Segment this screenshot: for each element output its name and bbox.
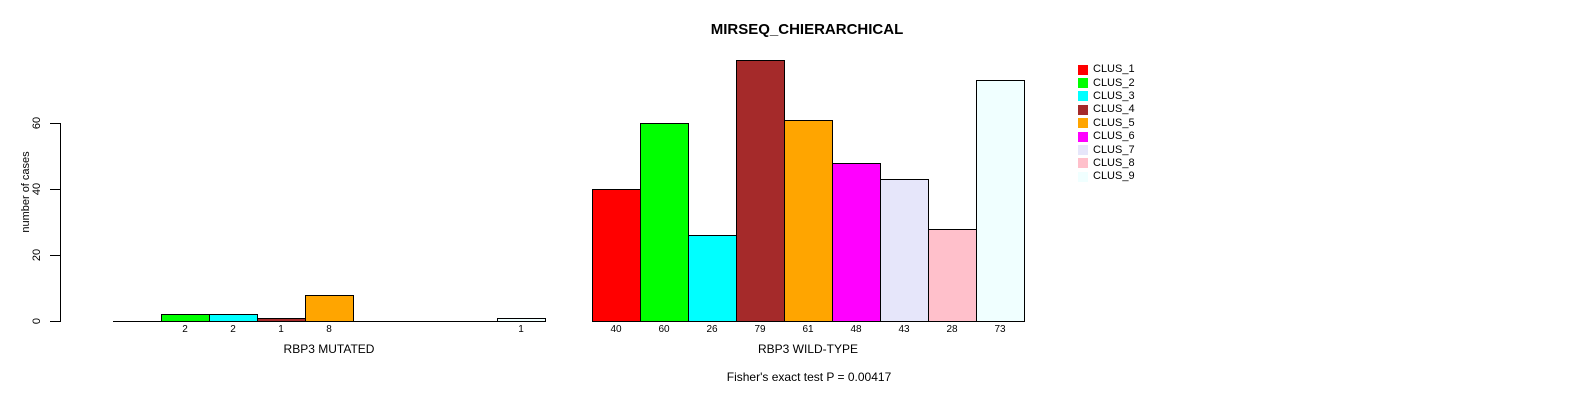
legend-swatch (1078, 158, 1088, 169)
bar-value-label: 48 (850, 324, 862, 335)
legend-row: CLUS_8 (1078, 157, 1135, 170)
legend-label: CLUS_5 (1093, 116, 1135, 129)
bar (928, 228, 977, 322)
legend-label: CLUS_4 (1093, 103, 1135, 116)
legend-row: CLUS_6 (1078, 130, 1135, 143)
bar (305, 294, 354, 322)
legend-swatch (1078, 64, 1088, 75)
bar (784, 119, 833, 322)
legend-label: CLUS_6 (1093, 130, 1135, 143)
bar (832, 162, 881, 322)
chart-title: MIRSEQ_CHIERARCHICAL (710, 21, 904, 38)
legend-swatch (1078, 171, 1088, 182)
legend-row: CLUS_2 (1078, 76, 1135, 89)
y-tick (50, 321, 60, 322)
bar (880, 179, 929, 322)
legend-swatch (1078, 91, 1088, 102)
y-tick (50, 123, 60, 124)
legend-label: CLUS_3 (1093, 89, 1135, 102)
y-tick-label: 40 (31, 182, 43, 196)
legend-label: CLUS_7 (1093, 143, 1135, 156)
bar-value-label: 60 (658, 324, 670, 335)
y-tick (50, 255, 60, 256)
footnote: Fisher's exact test P = 0.00417 (726, 370, 892, 384)
bar (209, 314, 258, 322)
bar-value-label: 61 (802, 324, 814, 335)
legend-label: CLUS_9 (1093, 170, 1135, 183)
bar (640, 123, 689, 322)
legend-row: CLUS_3 (1078, 90, 1135, 103)
y-tick (50, 189, 60, 190)
legend-label: CLUS_1 (1093, 63, 1135, 76)
y-tick-label: 0 (31, 317, 43, 325)
bar-value-label: 73 (994, 324, 1006, 335)
bar-value-label: 43 (898, 324, 910, 335)
bar-value-label: 28 (946, 324, 958, 335)
legend-row: CLUS_7 (1078, 143, 1135, 156)
bar (161, 314, 210, 322)
bar-value-label: 1 (518, 324, 524, 335)
legend-swatch (1078, 78, 1088, 89)
y-tick-label: 20 (31, 248, 43, 262)
bar-value-label: 26 (706, 324, 718, 335)
bar-value-label: 2 (230, 324, 236, 335)
bar-value-label: 79 (754, 324, 766, 335)
legend-row: CLUS_9 (1078, 170, 1135, 183)
bar-value-label: 40 (610, 324, 622, 335)
legend-row: CLUS_5 (1078, 117, 1135, 130)
x-axis-label-rbp3-wild-type: RBP3 WILD-TYPE (757, 342, 859, 356)
y-axis-line (60, 123, 61, 322)
legend-label: CLUS_8 (1093, 156, 1135, 169)
legend-row: CLUS_1 (1078, 63, 1135, 76)
legend-swatch (1078, 145, 1088, 156)
legend: CLUS_1 CLUS_2 CLUS_3 CLUS_4 CLUS_5 CLUS_6 CLUS… (1078, 63, 1135, 184)
bar (736, 60, 785, 322)
bar (688, 235, 737, 322)
bar (497, 317, 546, 322)
legend-swatch (1078, 104, 1088, 115)
bar (257, 317, 306, 322)
legend-swatch (1078, 118, 1088, 129)
bar-value-label: 8 (326, 324, 332, 335)
bar (592, 189, 641, 322)
bar-value-label: 2 (182, 324, 188, 335)
legend-label: CLUS_2 (1093, 76, 1135, 89)
legend-row: CLUS_4 (1078, 103, 1135, 116)
y-tick-label: 60 (31, 116, 43, 130)
bar-value-label: 1 (278, 324, 284, 335)
x-axis-label-rbp3-mutated: RBP3 MUTATED (283, 342, 375, 356)
bar (976, 80, 1025, 322)
legend-swatch (1078, 131, 1088, 142)
